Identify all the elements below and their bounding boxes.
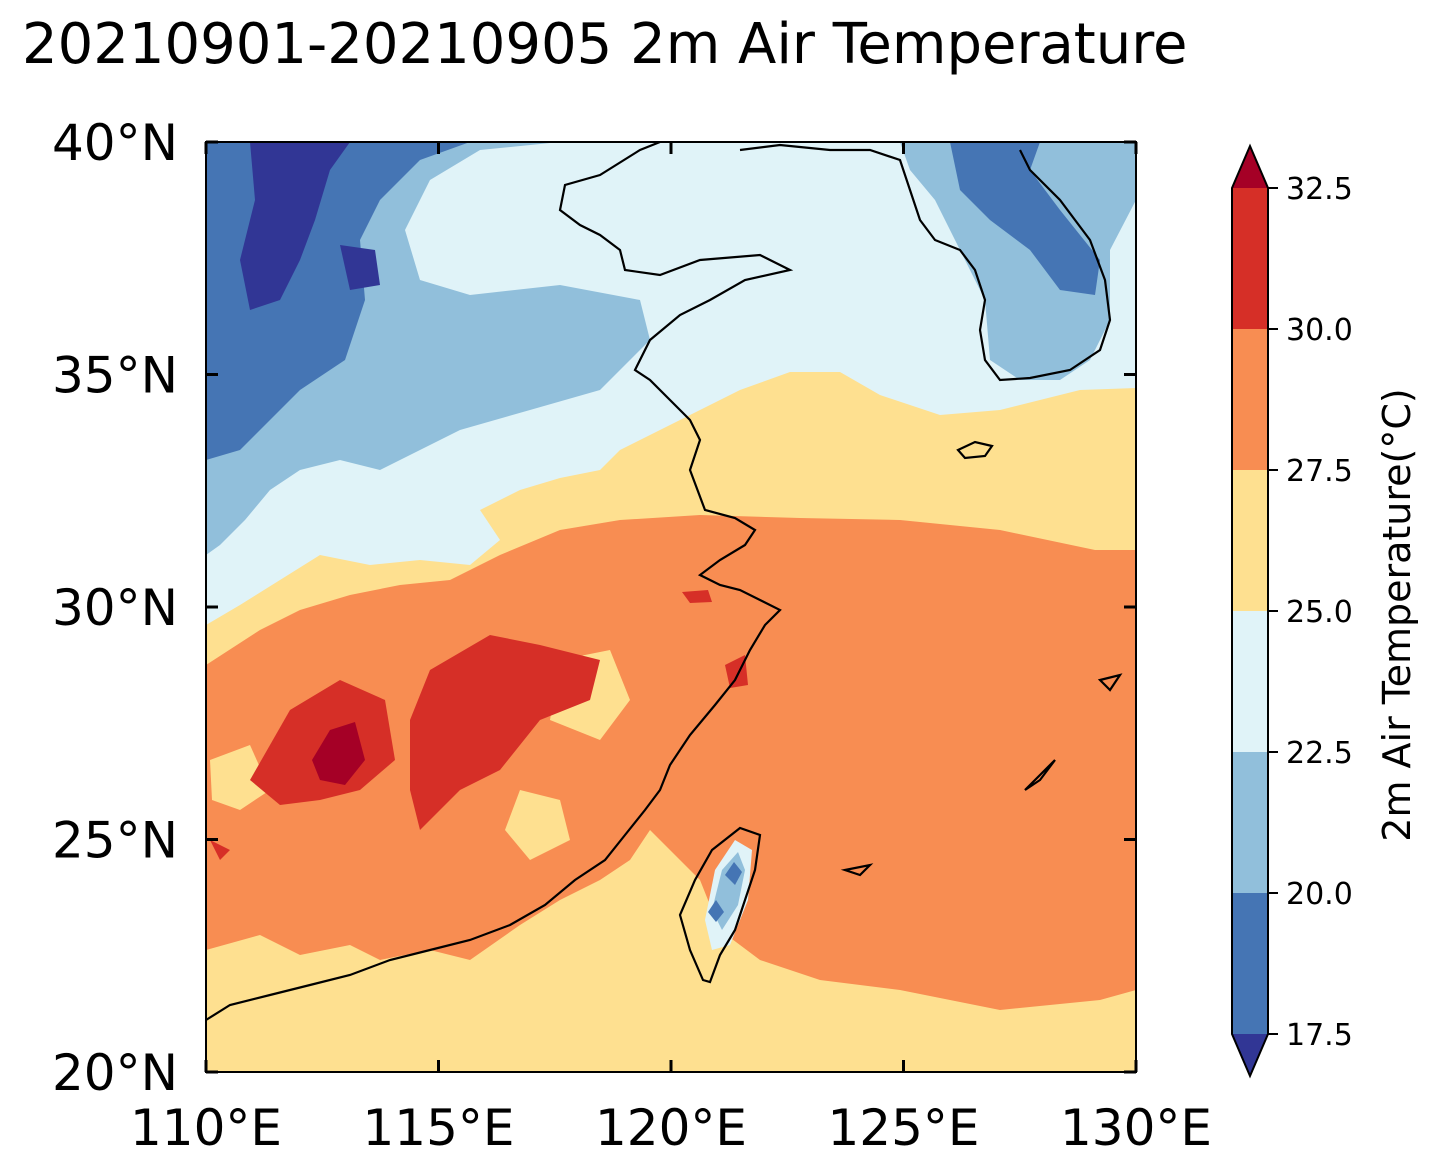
x-tick-label: 115°E bbox=[362, 1099, 514, 1157]
colorbar-tick-label: 20.0 bbox=[1286, 877, 1353, 912]
contour-25-to-27-5-patch bbox=[875, 990, 915, 1040]
contour-above-32-5 bbox=[312, 722, 365, 785]
contour-22-5-to-25 bbox=[206, 142, 1136, 625]
colorbar-segment bbox=[1232, 188, 1268, 329]
contour-25-to-27-5-patch bbox=[210, 745, 270, 810]
colorbar-tick-label: 25.0 bbox=[1286, 595, 1353, 630]
x-tick-label: 120°E bbox=[595, 1099, 747, 1157]
contour-25-to-27-5-patch bbox=[505, 790, 570, 860]
colorbar-segment bbox=[1232, 470, 1268, 611]
colorbar-tick-label: 17.5 bbox=[1286, 1018, 1353, 1053]
coastline bbox=[206, 142, 1123, 1021]
contour-taiwan-17-5-to-20 bbox=[725, 862, 742, 885]
colorbar-tick-label: 30.0 bbox=[1286, 313, 1353, 348]
colorbar-segment bbox=[1232, 752, 1268, 893]
colorbar: 17.5 20.0 22.5 25.0 27.5 30.0 32.5 bbox=[1231, 143, 1353, 1079]
x-tick-label: 130°E bbox=[1060, 1099, 1212, 1157]
colorbar-segment bbox=[1232, 893, 1268, 1034]
y-tick-label: 35°N bbox=[52, 347, 178, 405]
contour-30-to-32-5 bbox=[682, 590, 712, 603]
x-tick-label: 110°E bbox=[130, 1099, 282, 1157]
x-tick-label: 125°E bbox=[827, 1099, 979, 1157]
contour-17-5-to-20-korea bbox=[950, 142, 1100, 295]
temperature-contour-field bbox=[206, 142, 1136, 1072]
colorbar-extend-max bbox=[1232, 146, 1268, 188]
colorbar-extend-min bbox=[1232, 1034, 1268, 1076]
map-title: 20210901-20210905 2m Air Temperature bbox=[22, 12, 1188, 77]
contour-20-to-22-5-korea bbox=[900, 142, 1136, 380]
contour-below-17-5-patch bbox=[340, 245, 380, 290]
y-tick-label: 25°N bbox=[52, 812, 178, 870]
contour-30-to-32-5 bbox=[410, 635, 600, 830]
colorbar-segment bbox=[1232, 611, 1268, 752]
y-tick-label: 30°N bbox=[52, 579, 178, 637]
contour-below-17-5 bbox=[240, 142, 350, 310]
contour-30-to-32-5 bbox=[210, 840, 230, 860]
colorbar-tick-label: 22.5 bbox=[1286, 736, 1353, 771]
colorbar-segment bbox=[1232, 329, 1268, 470]
x-axis-ticks: 110°E 115°E 120°E 125°E 130°E bbox=[130, 142, 1212, 1157]
colorbar-tick-label: 32.5 bbox=[1286, 172, 1353, 207]
contour-taiwan-17-5-to-20 bbox=[708, 900, 724, 922]
y-tick-label: 20°N bbox=[52, 1044, 178, 1102]
y-axis-ticks: 20°N 25°N 30°N 35°N 40°N bbox=[52, 114, 1136, 1102]
colorbar-tick-label: 27.5 bbox=[1286, 454, 1353, 489]
y-tick-label: 40°N bbox=[52, 114, 178, 172]
colorbar-label: 2m Air Temperature(°C) bbox=[1375, 388, 1419, 841]
